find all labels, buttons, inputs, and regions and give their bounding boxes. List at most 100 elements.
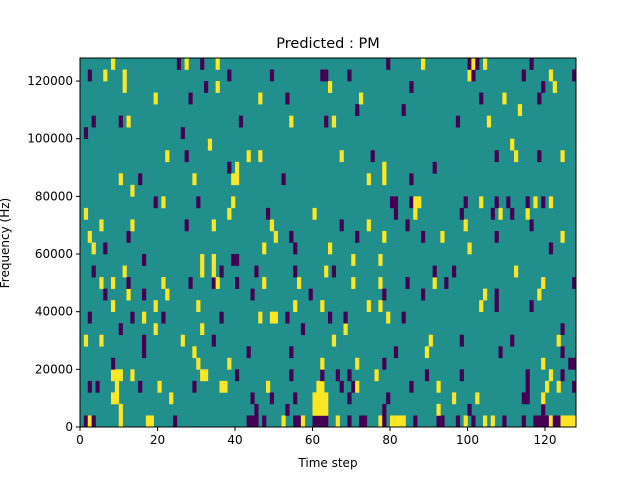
heatmap-cell	[320, 357, 325, 370]
heatmap-cell	[219, 265, 224, 278]
heatmap-cell	[320, 69, 325, 82]
y-tick-label: 80000	[35, 189, 73, 203]
heatmap-cell	[324, 415, 329, 428]
heatmap-cell	[87, 415, 92, 428]
heatmap-cell	[351, 277, 356, 289]
heatmap-cell	[200, 254, 205, 266]
heatmap-cell	[211, 265, 216, 278]
heatmap-cell	[351, 254, 356, 266]
heatmap-cell	[502, 415, 507, 428]
heatmap-cell	[541, 392, 546, 405]
heatmap-cell	[200, 369, 205, 382]
heatmap-cell	[324, 403, 329, 416]
heatmap-cell	[103, 69, 108, 82]
heatmap-cell	[126, 115, 131, 128]
heatmap-cell	[219, 380, 224, 393]
heatmap-cell	[153, 300, 158, 312]
heatmap-cell	[490, 415, 495, 428]
heatmap-cell	[118, 115, 123, 128]
heatmap-cell	[355, 357, 360, 370]
heatmap-cell	[204, 81, 209, 93]
heatmap-cell	[246, 415, 251, 428]
x-tick-label: 120	[534, 433, 557, 447]
heatmap-cell	[235, 369, 240, 382]
heatmap-cell	[95, 380, 100, 393]
heatmap-cell	[475, 392, 480, 405]
x-tick-label: 100	[456, 433, 479, 447]
heatmap-cell	[359, 92, 364, 105]
heatmap-cell	[297, 415, 302, 428]
heatmap-cell	[366, 300, 371, 312]
heatmap-cell	[378, 415, 383, 428]
heatmap-cell	[114, 380, 120, 393]
heatmap-cell	[204, 369, 209, 382]
heatmap-cell	[281, 173, 286, 186]
heatmap-cell	[424, 346, 430, 359]
heatmap-cell	[455, 415, 461, 428]
heatmap-cell	[153, 323, 158, 336]
heatmap-cell	[455, 115, 461, 128]
heatmap-cell	[211, 219, 216, 232]
heatmap-cell	[339, 150, 344, 163]
heatmap-cell	[537, 288, 542, 301]
heatmap-cell	[494, 150, 499, 163]
heatmap-cell	[269, 219, 275, 232]
heatmap-cell	[393, 207, 399, 220]
heatmap-cell	[300, 323, 306, 336]
heatmap-cell	[262, 277, 267, 289]
heatmap-cell	[165, 288, 170, 301]
heatmap-cell	[421, 288, 426, 301]
heatmap-cell	[347, 415, 352, 428]
heatmap-cell	[320, 369, 325, 382]
heatmap-cell	[153, 196, 158, 209]
heatmap-cell	[165, 150, 170, 163]
heatmap-cell	[386, 392, 391, 405]
heatmap-cell	[126, 230, 131, 243]
heatmap-cell	[87, 311, 92, 324]
heatmap-cell	[467, 242, 472, 255]
heatmap-cell	[99, 219, 104, 232]
heatmap-cell	[215, 277, 220, 289]
heatmap-cell	[471, 69, 476, 82]
heatmap-cell	[401, 311, 406, 324]
heatmap-cell	[483, 58, 488, 70]
x-axis-label: Time step	[297, 456, 357, 470]
heatmap-cell	[126, 288, 131, 301]
heatmap-cell	[339, 380, 344, 393]
heatmap-cell	[238, 115, 244, 128]
heatmap-cell	[122, 265, 127, 278]
heatmap-cell	[114, 369, 120, 382]
heatmap-cell	[235, 277, 240, 289]
heatmap-cell	[525, 196, 530, 209]
heatmap-cell	[87, 230, 92, 243]
heatmap-cell	[560, 369, 565, 382]
heatmap-cell	[293, 415, 298, 428]
heatmap-cell	[161, 311, 166, 324]
heatmap-cell	[269, 311, 275, 324]
heatmap-cell	[432, 277, 437, 289]
heatmap-cell	[452, 392, 457, 405]
heatmap-cell	[320, 300, 325, 312]
heatmap-cell	[130, 219, 135, 232]
heatmap-cell	[83, 334, 89, 347]
heatmap-cell	[254, 265, 259, 278]
heatmap-cell	[382, 161, 387, 174]
heatmap-cell	[529, 219, 534, 232]
heatmap-cell	[200, 265, 205, 278]
heatmap-cell	[118, 415, 123, 428]
heatmap-cell	[355, 380, 360, 393]
heatmap-cell	[378, 277, 383, 289]
heatmap-cell	[525, 369, 530, 382]
y-axis-label: Frequency (Hz)	[0, 198, 12, 289]
heatmap-cell	[215, 58, 220, 70]
heatmap-cell	[91, 242, 96, 255]
heatmap-cell	[250, 415, 255, 428]
heatmap-cell	[83, 415, 89, 428]
heatmap-cell	[413, 196, 418, 209]
heatmap-cell	[269, 392, 275, 405]
plot-frame	[79, 57, 577, 428]
heatmap-cell	[320, 415, 325, 428]
heatmap-cell	[149, 415, 154, 428]
heatmap-cell	[266, 207, 271, 220]
heatmap-cell	[428, 334, 433, 347]
